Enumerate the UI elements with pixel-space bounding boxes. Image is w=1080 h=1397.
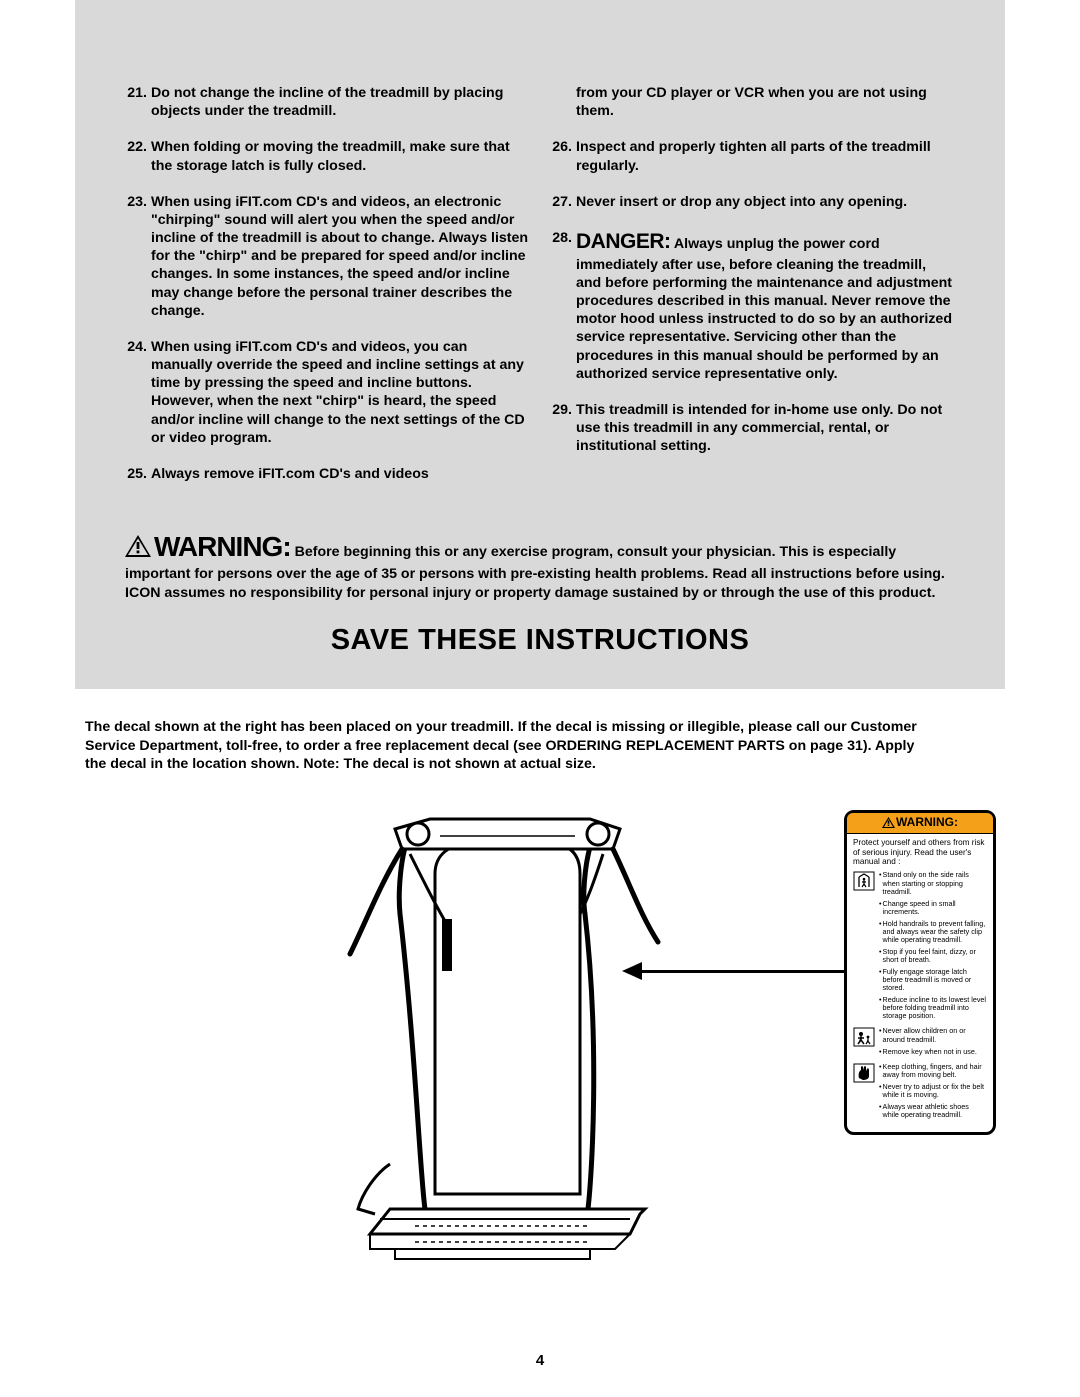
instruction-item: 29.This treadmill is intended for in-hom…: [550, 401, 955, 456]
instruction-item: 21.Do not change the incline of the trea…: [125, 84, 530, 120]
decal-group: •Keep clothing, fingers, and hair away f…: [853, 1063, 987, 1123]
warning-paragraph: WARNING: Before beginning this or any ex…: [125, 529, 955, 602]
decal-bullet: •Keep clothing, fingers, and hair away f…: [879, 1063, 987, 1079]
decal-bullet: •Fully engage storage latch before tread…: [879, 968, 987, 992]
save-instructions-title: SAVE THESE INSTRUCTIONS: [125, 624, 955, 657]
treadmill-diagram: [340, 794, 670, 1284]
arrow-head: [622, 962, 642, 980]
decal-bullet: •Reduce incline to its lowest level befo…: [879, 996, 987, 1020]
decal-header: WARNING:: [847, 813, 993, 834]
page-number: 4: [0, 1352, 1080, 1369]
decal-bullet: •Always wear athletic shoes while operat…: [879, 1103, 987, 1119]
warning-label: WARNING:: [154, 531, 291, 562]
warning-decal: WARNING: Protect yourself and others fro…: [844, 810, 996, 1135]
decal-group: •Never allow children on or around tread…: [853, 1027, 987, 1059]
decal-bullet: •Hold handrails to prevent falling, and …: [879, 920, 987, 944]
decal-header-text: WARNING:: [896, 815, 958, 829]
warning-triangle-icon: [882, 817, 895, 828]
decal-bullet: •Stand only on the side rails when start…: [879, 871, 987, 895]
instruction-item: 24.When using iFIT.com CD's and videos, …: [125, 338, 530, 447]
rails-icon: [853, 871, 875, 893]
decal-group: •Stand only on the side rails when start…: [853, 871, 987, 1024]
instruction-item: 23.When using iFIT.com CD's and videos, …: [125, 193, 530, 320]
instruction-item: 27.Never insert or drop any object into …: [550, 193, 955, 211]
instruction-item: 28.DANGER: Always unplug the power cord …: [550, 229, 955, 383]
child-icon: [853, 1027, 875, 1049]
instruction-item: 26.Inspect and properly tighten all part…: [550, 138, 955, 174]
right-column: from your CD player or VCR when you are …: [550, 84, 955, 501]
decal-paragraph: The decal shown at the right has been pl…: [75, 713, 935, 773]
instruction-item: 25.Always remove iFIT.com CD's and video…: [125, 465, 530, 483]
decal-intro: Protect yourself and others from risk of…: [853, 838, 987, 866]
decal-bullet: •Change speed in small increments.: [879, 900, 987, 916]
instruction-item: 22.When folding or moving the treadmill,…: [125, 138, 530, 174]
decal-bullet: •Never allow children on or around tread…: [879, 1027, 987, 1043]
instruction-item: from your CD player or VCR when you are …: [550, 84, 955, 120]
warning-triangle-icon: [125, 535, 151, 557]
instructions-gray-panel: 21.Do not change the incline of the trea…: [75, 0, 1005, 689]
decal-bullet: •Remove key when not in use.: [879, 1048, 987, 1056]
left-column: 21.Do not change the incline of the trea…: [125, 84, 530, 501]
decal-bullet: •Never try to adjust or fix the belt whi…: [879, 1083, 987, 1099]
decal-bullet: •Stop if you feel faint, dizzy, or short…: [879, 948, 987, 964]
hand-icon: [853, 1063, 875, 1085]
